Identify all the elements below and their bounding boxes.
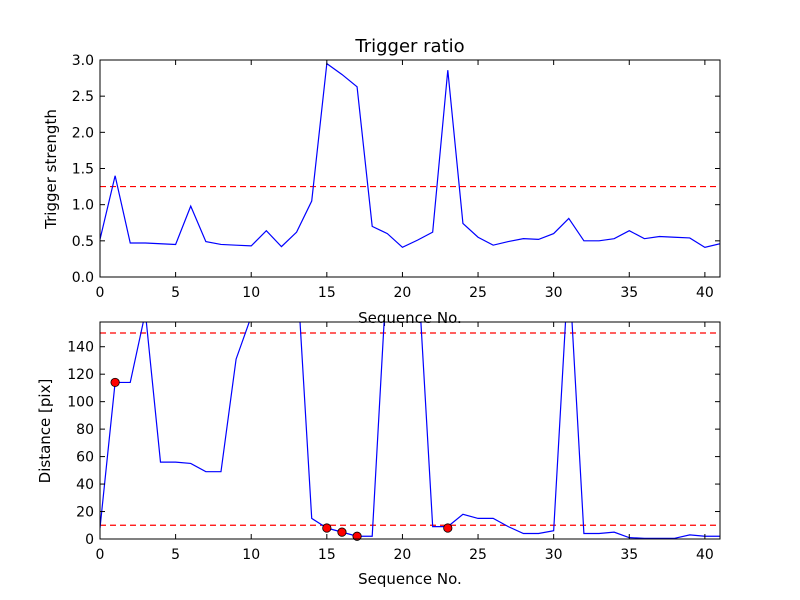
x-tick-label: 15 bbox=[318, 285, 336, 301]
top-chart-xlabel: Sequence No. bbox=[358, 309, 462, 327]
series-line bbox=[100, 62, 720, 249]
y-tick-label: 2.5 bbox=[72, 89, 94, 105]
x-tick-label: 5 bbox=[171, 547, 180, 563]
y-tick-label: 0 bbox=[85, 532, 94, 548]
data-marker bbox=[352, 531, 362, 541]
data-marker bbox=[322, 523, 332, 533]
x-tick-label: 30 bbox=[545, 547, 563, 563]
x-tick-label: 40 bbox=[696, 547, 714, 563]
bottom-chart-xlabel: Sequence No. bbox=[358, 570, 462, 588]
x-tick-label: 35 bbox=[620, 285, 638, 301]
x-tick-label: 25 bbox=[469, 547, 487, 563]
y-tick-label: 0.0 bbox=[72, 270, 94, 286]
x-tick-label: 0 bbox=[96, 285, 105, 301]
top-chart-title: Trigger ratio bbox=[354, 36, 464, 57]
x-tick-label: 10 bbox=[242, 285, 260, 301]
y-tick-label: 60 bbox=[76, 450, 94, 466]
plot-frame bbox=[99, 59, 721, 278]
top-chart-ylabel: Trigger strength bbox=[42, 109, 60, 230]
y-tick-label: 1.0 bbox=[72, 198, 94, 214]
x-tick-label: 5 bbox=[171, 285, 180, 301]
x-tick-label: 0 bbox=[96, 547, 105, 563]
x-tick-label: 35 bbox=[620, 547, 638, 563]
y-tick-label: 1.5 bbox=[72, 162, 94, 178]
x-tick-label: 10 bbox=[242, 547, 260, 563]
y-tick-label: 40 bbox=[76, 477, 94, 493]
x-tick-label: 15 bbox=[318, 547, 336, 563]
y-tick-label: 120 bbox=[67, 367, 94, 383]
bottom-chart: 0 5 10 15 20 25 30 35 40 0 20 40 60 80 100 120 140 bbox=[67, 321, 721, 563]
y-tick-label: 140 bbox=[67, 340, 94, 356]
top-chart: 0 5 10 15 20 25 30 35 40 0.0 0.5 1.0 1.5 2.0 2.5 3.0 bbox=[72, 53, 721, 301]
y-tick-label: 3.0 bbox=[72, 53, 94, 69]
plot-frame bbox=[99, 321, 721, 540]
y-tick-label: 0.5 bbox=[72, 234, 94, 250]
x-tick-label: 20 bbox=[394, 285, 412, 301]
y-tick-label: 20 bbox=[76, 505, 94, 521]
x-tick-label: 25 bbox=[469, 285, 487, 301]
y-tick-label: 2.0 bbox=[72, 125, 94, 141]
y-tick-label: 80 bbox=[76, 422, 94, 438]
x-tick-label: 20 bbox=[394, 547, 412, 563]
data-marker bbox=[110, 377, 120, 388]
data-marker bbox=[443, 523, 453, 533]
x-tick-label: 40 bbox=[696, 285, 714, 301]
x-tick-label: 30 bbox=[545, 285, 563, 301]
data-marker bbox=[337, 527, 347, 537]
bottom-chart-ylabel: Distance [pix] bbox=[36, 379, 54, 484]
y-tick-label: 100 bbox=[67, 395, 94, 411]
series-line bbox=[100, 322, 720, 539]
